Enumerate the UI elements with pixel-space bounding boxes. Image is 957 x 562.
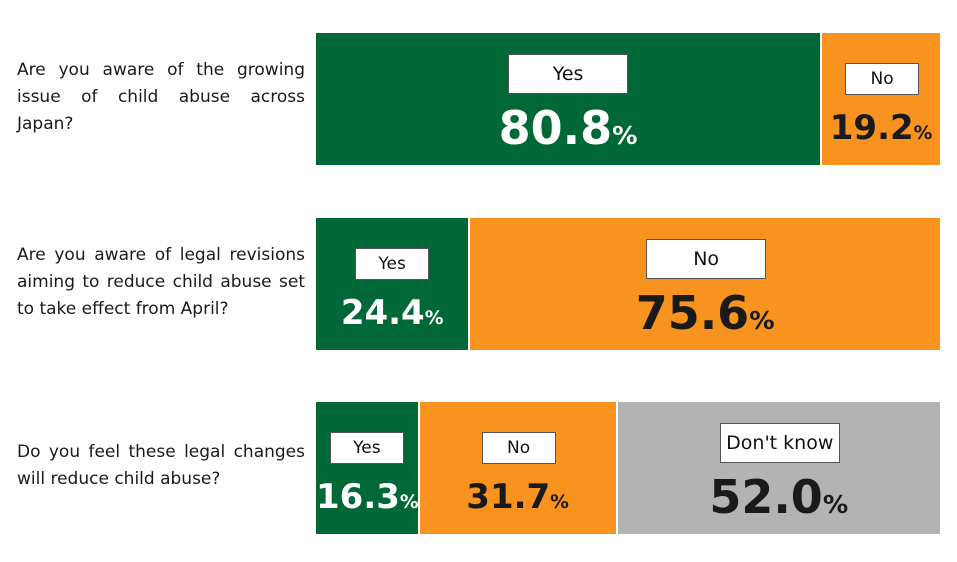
segment-legend-label: No [481,432,556,464]
segment-value-number: 80.8 [498,101,613,155]
segment-value-label: 19.2% [822,111,940,145]
segment-value-number: 16.3 [316,477,400,517]
segment-value-unit: % [822,490,849,519]
segment-value-label: 80.8% [316,105,820,151]
segment-value-unit: % [913,123,933,144]
segment-value-unit: % [612,121,638,150]
bar-segment-yes: Yes 16.3% [316,402,419,534]
segment-value-unit: % [424,308,444,329]
segment-legend-label: Yes [329,432,404,464]
bar-segment-yes: Yes 24.4% [316,218,469,350]
segment-legend-label: No [845,63,920,95]
segment-value-number: 24.4 [340,293,425,333]
segment-value-number: 19.2 [829,108,914,148]
segment-value-unit: % [749,306,775,335]
bar-row: Yes 16.3% No 31.7% Don't know 52.0% [316,402,940,534]
segment-value-label: 52.0% [618,474,940,520]
segment-value-number: 31.7 [466,477,551,517]
segment-value-label: 75.6% [470,290,940,336]
bar-segment-no: No 19.2% [820,33,940,165]
bar-row: Yes 24.4% No 75.6% [316,218,940,350]
question-label: Do you feel these legal changes will red… [17,442,305,489]
bar-segment-no: No 75.6% [468,218,940,350]
segment-legend-label: Yes [508,54,629,94]
segment-value-number: 52.0 [709,470,823,524]
bar-segment-don-t-know: Don't know 52.0% [615,402,940,534]
question-label: Are you aware of the growing issue of ch… [17,59,305,134]
segment-value-label: 31.7% [420,480,616,514]
bar-segment-yes: Yes 80.8% [316,33,821,165]
segment-value-label: 16.3% [316,477,419,517]
bar-segment-no: No 31.7% [417,402,616,534]
segment-value-number: 75.6 [635,286,750,340]
bar-row: Yes 80.8% No 19.2% [316,33,940,165]
segment-value-label: 24.4% [316,296,468,330]
segment-value-unit: % [399,492,419,513]
segment-value-unit: % [550,492,569,513]
segment-legend-label: No [646,239,767,279]
question-label: Are you aware of legal revisions aiming … [17,244,305,319]
segment-legend-label: Yes [355,248,430,280]
segment-legend-label: Don't know [719,423,840,463]
